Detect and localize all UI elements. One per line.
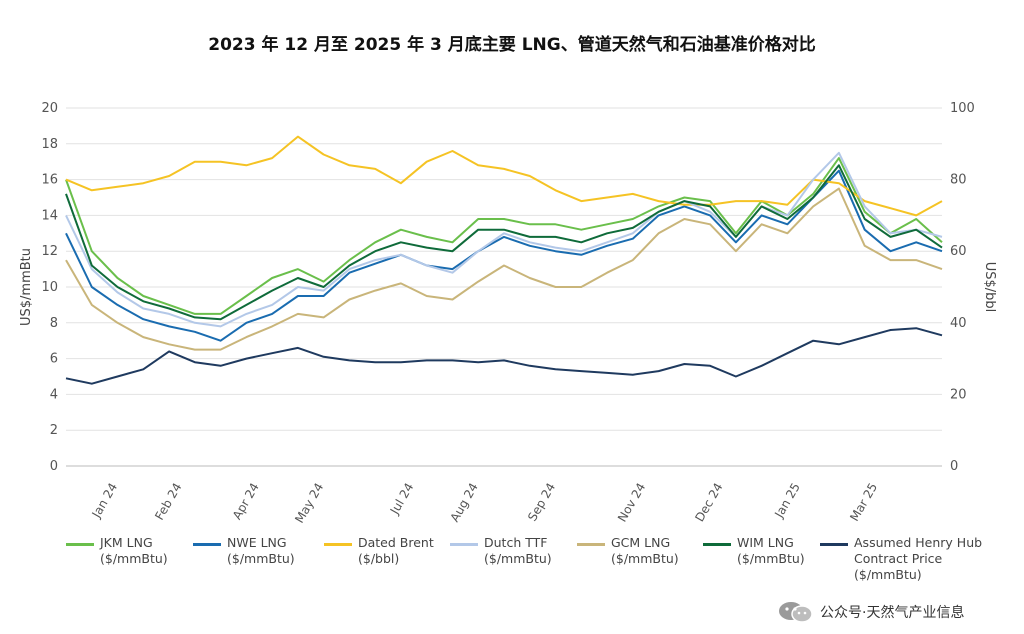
series-line-dutch-ttf [65, 151, 943, 328]
x-axis: Jan 24 Feb 24 Apr 24 May 24 Jul 24 Aug 24 Sep … [66, 465, 942, 526]
x-tick-label: Aug 24 [447, 481, 480, 525]
chart-title: 2023 年 12 月至 2025 年 3 月底主要 LNG、管道天然气和石油基… [208, 35, 816, 55]
legend-series-unit: ($/bbl) [358, 551, 400, 566]
y-left-tick-label: 0 [50, 459, 58, 474]
legend-series-name: JKM LNG [100, 535, 153, 550]
legend-label: Assumed Henry Hub Contract Price ($/mmBtu… [854, 535, 994, 583]
y-left-tick-label: 18 [41, 137, 58, 152]
x-tick-label: May 24 [292, 481, 326, 526]
legend-label: NWE LNG ($/mmBtu) [227, 535, 367, 567]
x-tick-label: Jul 24 [387, 481, 416, 518]
y-axis-right: 0 20 40 60 80 100 [950, 101, 975, 474]
x-tick-label: Apr 24 [230, 481, 262, 523]
legend-series-unit: ($/mmBtu) [227, 551, 295, 566]
legend-label: Dated Brent ($/bbl) [358, 535, 498, 567]
legend-series-name: GCM LNG [611, 535, 671, 550]
legend-series-unit: ($/mmBtu) [100, 551, 168, 566]
x-tick-label: Nov 24 [615, 481, 648, 525]
y-axis-left-label: US$/mmBtu [19, 248, 34, 326]
y-left-tick-label: 20 [41, 101, 58, 116]
x-tick-label: Mar 25 [847, 481, 880, 524]
y-axis-left: 0 2 4 6 8 10 12 14 16 18 20 [41, 101, 58, 474]
legend-series-unit: ($/mmBtu) [484, 551, 552, 566]
series-line-nwe-lng [65, 169, 943, 342]
y-left-tick-label: 6 [50, 352, 58, 367]
y-axis-right-label: US$/bbl [982, 262, 997, 313]
legend-label: WIM LNG ($/mmBtu) [737, 535, 877, 567]
watermark-text: 公众号·天然气产业信息 [820, 605, 965, 621]
y-left-tick-label: 14 [41, 208, 58, 223]
legend-swatch [193, 543, 221, 546]
legend-swatch [324, 543, 352, 546]
legend-swatch [820, 543, 848, 546]
wechat-icon [779, 602, 813, 623]
y-left-tick-label: 10 [41, 280, 58, 295]
legend-series-name: Assumed Henry Hub Contract Price [854, 535, 983, 566]
watermark: 公众号·天然气产业信息 [768, 598, 1008, 626]
legend-series-name: Dated Brent [358, 535, 434, 550]
x-tick-label: Sep 24 [525, 481, 558, 524]
x-tick-label: Feb 24 [152, 481, 184, 523]
series-line-gcm-lng [65, 187, 943, 351]
y-right-tick-label: 20 [950, 387, 967, 402]
x-tick-label: Jan 25 [771, 481, 802, 521]
y-left-tick-label: 12 [41, 244, 58, 259]
legend-series-name: NWE LNG [227, 535, 287, 550]
y-left-tick-label: 2 [50, 423, 58, 438]
legend-series-unit: ($/mmBtu) [737, 551, 805, 566]
legend-label: JKM LNG ($/mmBtu) [100, 535, 240, 567]
series-line-jkm-lng [65, 157, 943, 315]
legend-series-unit: ($/mmBtu) [854, 567, 922, 582]
y-right-tick-label: 0 [950, 459, 958, 474]
y-left-tick-label: 8 [50, 316, 58, 331]
legend-swatch [577, 543, 605, 546]
y-right-tick-label: 40 [950, 316, 967, 331]
series-lines [65, 135, 943, 385]
x-tick-label: Jan 24 [89, 481, 120, 521]
legend-swatch [450, 543, 478, 546]
legend-series-name: Dutch TTF [484, 535, 548, 550]
legend-label: GCM LNG ($/mmBtu) [611, 535, 751, 567]
series-line-wim-lng [65, 164, 943, 321]
x-tick-label: Dec 24 [692, 481, 725, 525]
line-chart: 0 2 4 6 8 10 12 14 16 18 20 0 20 40 60 80 100 Jan 24 Feb… [19, 101, 997, 526]
y-left-tick-label: 4 [50, 387, 58, 402]
legend-series-name: WIM LNG [737, 535, 794, 550]
y-right-tick-label: 80 [950, 173, 967, 188]
legend-swatch [66, 543, 94, 546]
legend-series-unit: ($/mmBtu) [611, 551, 679, 566]
y-left-tick-label: 16 [41, 173, 58, 188]
y-right-tick-label: 60 [950, 244, 967, 259]
legend-swatch [703, 543, 731, 546]
legend: JKM LNG ($/mmBtu) NWE LNG ($/mmBtu) Dated Br… [0, 535, 1024, 595]
y-right-tick-label: 100 [950, 101, 975, 116]
legend-label: Dutch TTF ($/mmBtu) [484, 535, 624, 567]
series-line-dated-brent [65, 135, 943, 217]
series-line-assumed-henry-hub-contract-price [65, 327, 943, 385]
